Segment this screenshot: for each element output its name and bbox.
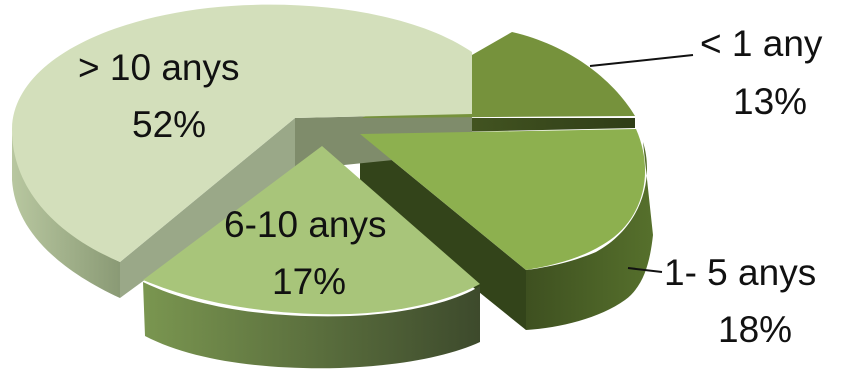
label-6-10-anys: 6-10 anys — [224, 204, 387, 245]
label-less-than-1-any: < 1 any — [700, 23, 823, 64]
slice-gt-10-anys — [12, 4, 472, 262]
slice-side-gt-10-anys — [12, 130, 120, 298]
slice-side-1-5-anys-inner — [360, 134, 526, 330]
slice-labels: > 10 anys 52% < 1 any 13% 6-10 anys 17% … — [78, 23, 823, 350]
slice-1-5-anys — [360, 129, 646, 270]
pie-tops — [12, 4, 646, 315]
slice-6-10-anys — [143, 146, 480, 315]
slice-side-gt-10-anys-inner — [120, 118, 295, 298]
label-1-5-anys: 1- 5 anys — [664, 252, 816, 293]
leader-line-1-5-anys — [627, 267, 663, 273]
value-less-than-1-any: 13% — [733, 81, 807, 122]
slice-side-6-10-anys — [143, 282, 480, 369]
leader-line-less-than-1-any — [589, 54, 694, 67]
value-gt-10-anys: 52% — [132, 104, 206, 145]
slice-side-1-5-anys — [526, 142, 653, 330]
leader-lines — [589, 54, 694, 273]
value-6-10-anys: 17% — [272, 261, 346, 302]
value-1-5-anys: 18% — [718, 309, 792, 350]
label-gt-10-anys: > 10 anys — [78, 47, 239, 88]
